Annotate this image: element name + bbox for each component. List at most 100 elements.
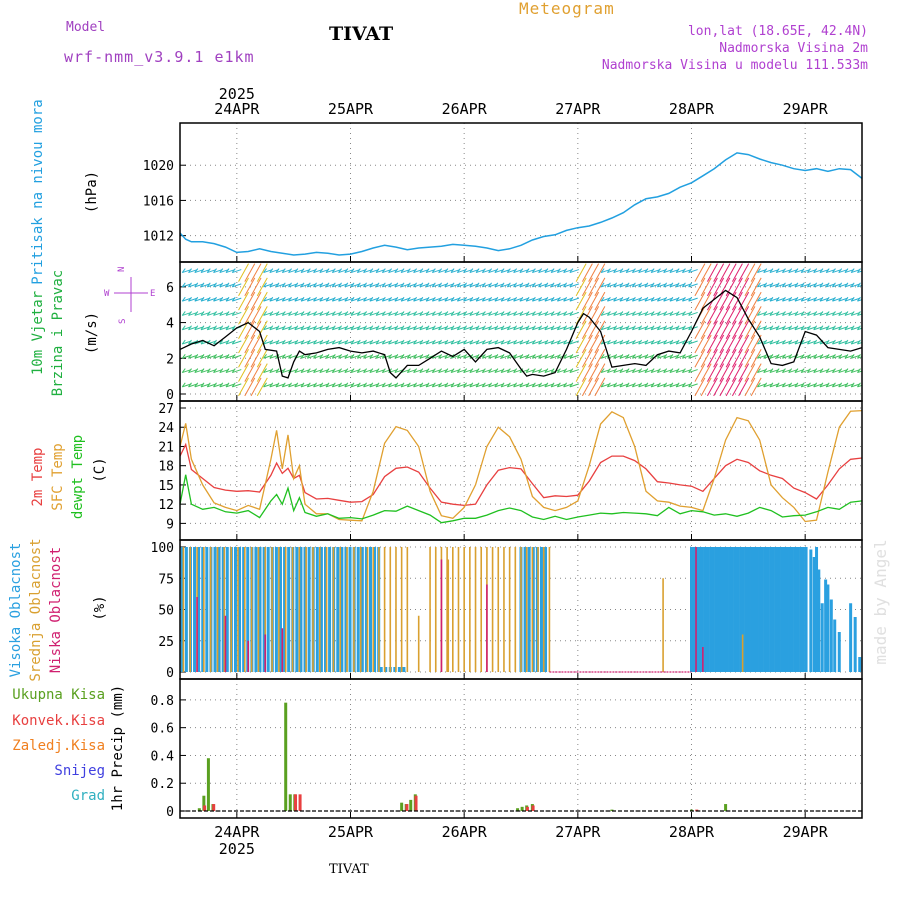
- high-cloud-bar: [747, 547, 751, 672]
- wind-barb: [188, 283, 198, 288]
- wind-barb: [244, 377, 256, 397]
- wind-barb: [757, 369, 767, 374]
- wind-barb: [607, 269, 617, 274]
- wind-barb-head: [675, 353, 680, 359]
- sfc-temp-title: SFC Temp: [50, 443, 66, 510]
- wind-barb: [407, 311, 417, 316]
- wind-barb-head: [369, 325, 374, 331]
- wind-barb-head: [356, 368, 361, 373]
- wind-barb: [382, 283, 392, 288]
- wind-barb: [844, 383, 855, 388]
- wind-barb-head: [763, 282, 768, 288]
- wind-barb: [838, 354, 848, 359]
- wind-barb: [313, 369, 323, 374]
- wind-barb: [457, 283, 467, 288]
- wind-barb-head: [531, 282, 536, 288]
- mid-cloud-title: Srednja Oblacnost: [28, 538, 44, 681]
- wind-barb: [494, 369, 505, 374]
- mid-cloud-bar: [400, 547, 403, 672]
- wind-barb-head: [763, 353, 768, 359]
- pressure-line: [179, 152, 863, 256]
- wind-barb: [382, 326, 392, 331]
- high-cloud-bar: [233, 547, 237, 672]
- wind-barb-head: [857, 325, 861, 331]
- wind-barb: [344, 383, 354, 388]
- mid-cloud-bar: [278, 547, 280, 672]
- wind-barb: [750, 363, 762, 382]
- wind-barb: [213, 283, 223, 288]
- wind-barb-head: [350, 339, 355, 345]
- wind-barb: [194, 354, 204, 359]
- high-cloud-bar: [221, 547, 225, 672]
- high-cloud-bar: [242, 547, 246, 672]
- wind-barb: [832, 340, 842, 345]
- wind-barb-head: [844, 382, 849, 388]
- wind-barb-head: [663, 268, 668, 273]
- wind-barb: [669, 326, 680, 331]
- wind-barb: [432, 269, 442, 274]
- wind-barb-head: [538, 311, 543, 316]
- wind-barb-head: [225, 282, 230, 288]
- mid-cloud-bar: [520, 547, 522, 672]
- wind-barb-head: [413, 339, 417, 345]
- wind-barb: [275, 383, 286, 388]
- wind-barb-head: [819, 353, 824, 359]
- wind-barb-head: [331, 268, 336, 273]
- wind-barb-head: [600, 311, 605, 316]
- low-cloud-bar: [695, 547, 697, 672]
- wind-barb: [782, 383, 792, 388]
- wind-barb: [538, 269, 548, 274]
- wind-barb: [325, 269, 336, 274]
- wind-barb: [682, 383, 692, 388]
- wind-barb-head: [475, 311, 480, 316]
- wind-barb-head: [531, 382, 536, 388]
- wind-barb-head: [631, 325, 636, 331]
- wind-barb: [788, 297, 798, 302]
- wind-barb: [544, 369, 555, 374]
- wind-barb-head: [363, 368, 367, 373]
- wind-barb-head: [263, 353, 267, 359]
- wind-barb: [613, 311, 623, 316]
- wind-barb: [700, 363, 712, 382]
- model-name: wrf-nmm_v3.9.1 e1km: [64, 48, 255, 66]
- wind-barb: [425, 326, 436, 331]
- wind-barb: [832, 354, 842, 359]
- wind-barb-head: [531, 296, 536, 302]
- wind-barb: [619, 383, 630, 388]
- wind-barb: [725, 291, 737, 311]
- wind-barb: [776, 354, 786, 359]
- high-cloud-bar: [356, 547, 360, 672]
- wind-barb-head: [325, 296, 330, 302]
- mid-cloud-bar: [463, 547, 465, 672]
- dewpt-title: dewpt Temp: [70, 435, 86, 519]
- wind-barb-head: [631, 311, 636, 316]
- wind-barb: [294, 283, 304, 288]
- wind-barb: [307, 297, 317, 302]
- wind-barb-head: [431, 296, 436, 302]
- wind-barb-head: [800, 382, 805, 388]
- wind-barb: [813, 283, 823, 288]
- wind-barb-head: [544, 368, 549, 373]
- wind-barb: [275, 283, 286, 288]
- wind-barb-head: [463, 282, 467, 288]
- wind-barb: [432, 297, 442, 302]
- wind-barb-head: [313, 268, 317, 273]
- wind-barb-head: [782, 325, 786, 331]
- wind-barb: [457, 354, 467, 359]
- wind-barb: [744, 320, 756, 339]
- wind-barb-head: [425, 296, 430, 302]
- wind-barb: [607, 326, 617, 331]
- wind-barb: [644, 269, 655, 274]
- wind-barb: [719, 306, 731, 325]
- wind-barb: [419, 311, 429, 316]
- wind-barb-head: [519, 339, 524, 345]
- wind-barb-head: [269, 282, 274, 288]
- wind-barb: [188, 354, 198, 359]
- wind-barb: [763, 326, 773, 331]
- wind-barb-head: [513, 368, 518, 373]
- wind-barb-head: [769, 339, 774, 345]
- wind-barb: [625, 283, 636, 288]
- wind-barb: [706, 377, 718, 397]
- wind-barb-head: [788, 282, 793, 288]
